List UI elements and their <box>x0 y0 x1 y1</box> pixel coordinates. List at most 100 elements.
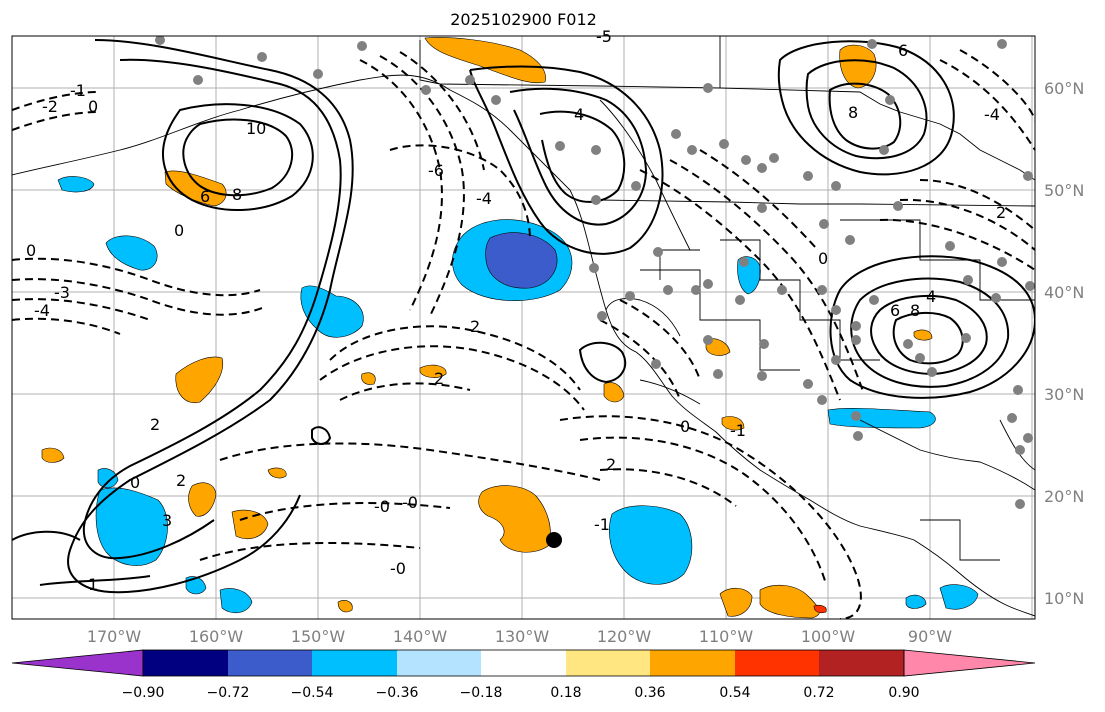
contour-label: 2 <box>606 455 616 474</box>
fill-blue-sw <box>95 487 168 566</box>
fill-orange-north <box>839 44 877 89</box>
contour-label: -2 <box>42 97 58 116</box>
contour-label: 2 <box>996 203 1006 222</box>
fill-blue-nw-small <box>57 176 95 193</box>
fill-orange-mid-4 <box>231 509 269 539</box>
filled-anomaly-areas <box>41 37 979 619</box>
colorbar-tick-label: 0.72 <box>803 685 834 701</box>
colorbar-segment <box>143 650 228 676</box>
fill-blue-ne <box>827 408 936 429</box>
fill-orange-mid-6 <box>759 584 820 619</box>
station-dots <box>155 36 1035 509</box>
fill-orange-mid-9 <box>603 382 625 403</box>
contour-label: 2 <box>176 471 186 490</box>
lat-tick-label: 20°N <box>1044 487 1084 506</box>
dashed-contours <box>12 49 1035 619</box>
contour-label: -4 <box>476 189 492 208</box>
colorbar-segment <box>228 650 312 676</box>
colorbar-tick-label: −0.54 <box>291 685 334 701</box>
fill-orange-mid-11 <box>41 447 65 463</box>
lon-tick-label: 110°W <box>699 627 754 646</box>
colorbar-low-extension <box>11 649 144 677</box>
lat-tick-label: 60°N <box>1044 79 1084 98</box>
fill-orange-mid-12 <box>721 416 745 431</box>
fill-blue-small-4 <box>905 594 927 609</box>
fill-blue-se <box>939 584 979 610</box>
lat-tick-label: 40°N <box>1044 283 1084 302</box>
colorbar-segment <box>397 650 481 676</box>
coastlines <box>12 36 1035 617</box>
contour-label: 0 <box>818 249 828 268</box>
plot-border <box>11 35 1036 620</box>
contour-label: -5 <box>596 27 612 46</box>
contour-label: 0 <box>680 417 690 436</box>
colorbar-tick-label: −0.72 <box>207 685 250 701</box>
colorbar-segment <box>566 650 650 676</box>
fill-blue-nw <box>105 235 158 271</box>
lon-tick-label: 150°W <box>291 627 346 646</box>
fill-blue-small-1 <box>185 576 207 595</box>
contour-label: 3 <box>162 511 172 530</box>
fill-orange-alaska <box>424 37 546 84</box>
contour-label: 8 <box>848 103 858 122</box>
contour-label: 1 <box>88 575 98 594</box>
fill-red-spot <box>813 604 827 614</box>
fill-blue-small-2 <box>219 588 253 614</box>
colorbar-high-extension <box>903 649 1036 677</box>
storm-marker[interactable] <box>546 532 562 548</box>
contour-label: -1 <box>70 81 86 100</box>
colorbar-tick-label: 0.90 <box>888 685 919 701</box>
lon-tick-label: 170°W <box>87 627 142 646</box>
colorbar-tick-label: −0.36 <box>376 685 419 701</box>
lon-tick-label: 140°W <box>393 627 448 646</box>
contour-label: -4 <box>34 301 50 320</box>
lon-tick-label: 130°W <box>495 627 550 646</box>
longitude-tick-labels: 170°W 160°W 150°W 140°W 130°W 120°W 110°… <box>87 627 952 646</box>
fill-blue-hawaii-s <box>609 505 693 585</box>
contour-label: -1 <box>730 421 746 440</box>
contour-label: 6 <box>890 301 900 320</box>
map-title: 2025102900 F012 <box>450 10 597 29</box>
lat-tick-label: 10°N <box>1044 589 1084 608</box>
fill-orange-mid-13 <box>337 600 353 613</box>
contour-label: 4 <box>574 105 584 124</box>
fill-darkblue-coast <box>485 232 558 289</box>
contour-label: -0 <box>374 497 390 516</box>
colorbar-segment <box>312 650 397 676</box>
contour-label: 0 <box>174 221 184 240</box>
colorbar-segment <box>481 650 566 676</box>
colorbar <box>11 649 1036 677</box>
fill-orange-goa <box>164 170 227 207</box>
contour-label: 10 <box>246 119 266 138</box>
contour-label: 2 <box>434 369 444 388</box>
colorbar-tick-label: −0.90 <box>122 685 165 701</box>
fill-blue-small-3 <box>97 468 119 489</box>
fill-orange-mid-3 <box>188 482 217 517</box>
fill-orange-ne-small <box>913 329 933 341</box>
contour-label: 4 <box>926 287 936 306</box>
colorbar-tick-label: 0.18 <box>550 685 581 701</box>
contour-label: -6 <box>428 161 444 180</box>
contour-label: 2 <box>150 415 160 434</box>
map-plot[interactable] <box>12 35 1035 619</box>
contour-label: 6 <box>200 187 210 206</box>
colorbar-tick-label: 0.36 <box>634 685 665 701</box>
contour-label: 8 <box>232 185 242 204</box>
colorbar-tick-labels: −0.90 −0.72 −0.54 −0.36 −0.18 0.18 0.36 … <box>122 685 920 701</box>
lat-tick-label: 30°N <box>1044 385 1084 404</box>
contour-label: 2 <box>470 317 480 336</box>
fill-orange-mid-8 <box>419 364 447 378</box>
contour-label: 6 <box>898 41 908 60</box>
fill-orange-mid-7 <box>361 372 376 385</box>
fill-orange-mid-1 <box>175 356 224 404</box>
latitude-tick-labels: 10°N 20°N 30°N 40°N 50°N 60°N <box>1044 79 1084 608</box>
contour-labels: -5 -1 -2 0 10 4 8 6 6 8 0 0 -3 -4 -6 -4 … <box>26 27 1006 594</box>
colorbar-segment <box>735 650 819 676</box>
solid-contours <box>12 39 1035 594</box>
fill-orange-mid-14 <box>267 467 287 479</box>
colorbar-tick-label: −0.18 <box>460 685 503 701</box>
contour-label: -4 <box>984 105 1000 124</box>
contour-label: -0 <box>402 493 418 512</box>
lon-tick-label: 100°W <box>801 627 856 646</box>
